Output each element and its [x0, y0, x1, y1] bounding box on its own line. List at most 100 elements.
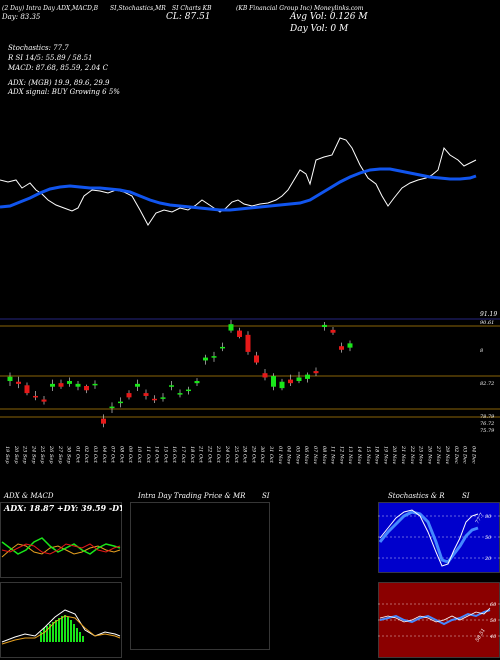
candle-body: [41, 399, 47, 402]
date-label: 04 Oct: [101, 446, 107, 464]
date-label: 15 Nov: [365, 446, 371, 464]
candle-body: [313, 371, 319, 374]
stoch-rsi-panel-title: Stochastics & R: [388, 492, 445, 500]
header-avg-volume: Avg Vol: 0.126 M: [290, 12, 368, 22]
candle-body: [305, 374, 310, 379]
date-label: 27 Sep: [57, 445, 63, 464]
header-close-price: CL: 87.51: [166, 12, 211, 22]
date-label: 16 Oct: [171, 446, 177, 464]
date-label: 17 Oct: [180, 446, 186, 464]
date-label: 28 Oct: [242, 445, 248, 464]
stoch-level-50: 50: [485, 535, 492, 541]
date-label: 14 Oct: [154, 446, 160, 464]
candle-body: [237, 330, 242, 337]
candle-body: [194, 381, 200, 384]
stoch-level-20: 20: [484, 556, 492, 562]
date-label: 25 Nov: [418, 445, 424, 464]
date-label: 13 Nov: [347, 446, 353, 464]
intraday-panel-title: Intra Day Trading Price & MR: [138, 492, 246, 500]
header-site-label: SI Charts KB: [172, 5, 212, 12]
candle-body: [186, 389, 191, 392]
date-label: 10 Oct: [136, 446, 142, 464]
rsi-level-40: 40: [489, 634, 497, 640]
date-label: 19 Sep: [4, 446, 10, 464]
candle-body: [109, 406, 115, 409]
header-chart-label: (2 Day) Intra Day ADX,MACD,B: [2, 5, 99, 12]
date-label: 20 Sep: [13, 445, 19, 464]
intraday-panel-title-suffix: SI: [262, 492, 270, 500]
date-label: 01 Nov: [277, 446, 283, 464]
candle-body: [92, 383, 98, 386]
candle-body: [58, 383, 64, 387]
candle-body: [7, 376, 13, 382]
candle-body: [143, 393, 149, 396]
date-label: 18 Nov: [374, 446, 380, 464]
date-label: 02 Oct: [83, 446, 89, 464]
adx-values-label: ADX: 18.87 +DY: 39.59 -DY: 29.96: [3, 503, 122, 513]
price-level-lines: [0, 318, 500, 418]
stochastics-value: Stochastics: 77.7: [8, 44, 69, 52]
moving-average-line: [0, 167, 477, 212]
date-label: 25 Oct: [233, 445, 239, 464]
date-label: 05 Nov: [294, 446, 300, 464]
candle-body: [347, 343, 353, 348]
candle-body: [75, 383, 81, 387]
date-label: 26 Sep: [48, 445, 54, 464]
date-label: 21 Oct: [198, 445, 204, 464]
candle-body: [271, 376, 276, 387]
rsi-level-60: 60: [490, 602, 497, 608]
adx-value: ADX: (MGB) 19.9, 89.6, 29.9: [8, 79, 110, 87]
price-label-82-72: 82.72: [480, 381, 494, 387]
date-label: 06 Nov: [303, 446, 309, 464]
candle-body: [339, 346, 344, 350]
stoch-level-80: 80: [485, 514, 492, 520]
adx-signal-value: ADX signal: BUY Growing 6 5%: [8, 88, 120, 96]
date-label: 11 Oct: [145, 446, 151, 464]
date-label: 01 Oct: [74, 446, 80, 464]
date-axis: 19 Sep 20 Sep 23 Sep 24 Sep 25 Sep 26 Sep 27 S…: [4, 445, 476, 464]
candle-body: [16, 381, 21, 384]
candle-body: [245, 334, 251, 352]
price-label-76-72: 76.72: [480, 421, 494, 427]
date-label: 30 Oct: [259, 446, 265, 464]
candle-body: [33, 395, 38, 398]
candle-body: [254, 355, 259, 363]
candle-body: [177, 393, 183, 395]
candle-body: [330, 329, 336, 333]
date-label: 29 Oct: [250, 445, 256, 464]
intraday-panel: [130, 502, 270, 650]
header-company-name: (KB Financial Group Inc) Moneylinks.com: [236, 5, 364, 12]
date-label: 04 Nov: [286, 446, 292, 464]
price-label-91-19: 91.19: [480, 311, 497, 318]
adx-macd-panel-title: ADX & MACD: [4, 492, 54, 500]
date-label: 03 Oct: [92, 446, 98, 464]
date-label: 18 Oct: [189, 446, 195, 464]
candle-body: [279, 381, 285, 389]
candle-body: [24, 385, 30, 394]
macd-value: MACD: 87.68, 85.59, 2.04 C: [8, 64, 108, 72]
price-label-8: 8: [480, 348, 483, 354]
stoch-rsi-panel: 80 50 20 77.7 60 50 40 58.51: [378, 502, 500, 658]
header-indicators-label: SI,Stochastics,MR: [110, 5, 166, 12]
date-label: 30 Sep: [66, 446, 72, 464]
candlestick-series: [7, 319, 353, 428]
candle-body: [228, 324, 234, 331]
stoch-rsi-panel-title-suffix: SI: [462, 492, 470, 500]
date-label: 15 Oct: [162, 446, 168, 464]
candle-body: [288, 379, 293, 384]
candle-body: [135, 383, 140, 387]
adx-macd-panel: ADX: 18.87 +DY: 39.59 -DY: 29.96: [0, 502, 122, 658]
date-label: 09 Oct: [127, 446, 133, 464]
candle-body: [84, 386, 89, 391]
candle-body: [296, 377, 302, 382]
candle-body: [220, 346, 225, 349]
date-label: 22 Nov: [409, 445, 415, 464]
date-label: 02 Dec: [453, 446, 459, 464]
candle-body: [211, 356, 217, 358]
date-label: 22 Oct: [206, 445, 212, 464]
candle-body: [67, 381, 72, 384]
candle-body: [118, 401, 123, 404]
candle-body: [262, 373, 268, 378]
date-label: 19 Nov: [382, 446, 388, 464]
candle-body: [50, 383, 55, 387]
